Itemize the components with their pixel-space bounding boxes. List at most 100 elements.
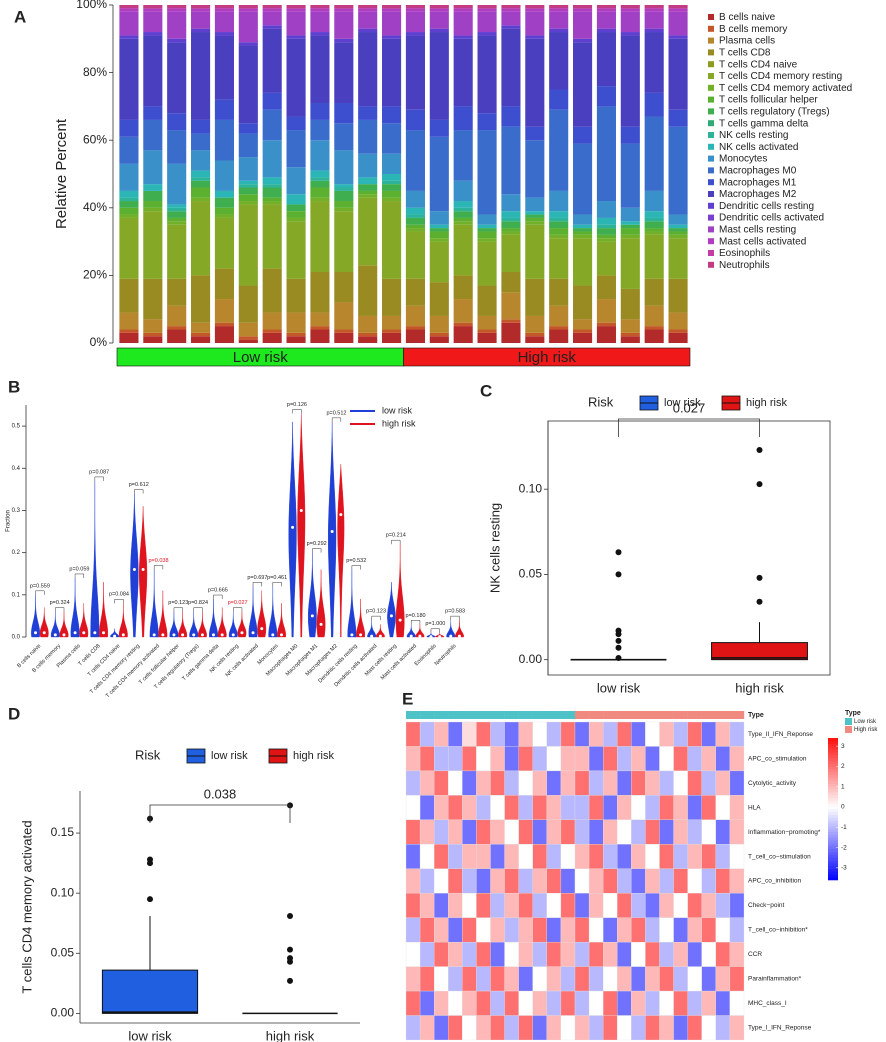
bar-segment	[334, 42, 354, 104]
legend-label: T cells CD4 memory activated	[719, 83, 852, 94]
x-tick-label: Neutrophils	[434, 643, 458, 667]
heatmap-cell	[659, 770, 674, 796]
bar-segment	[405, 329, 425, 343]
y-axis-title: NK cells resting	[487, 503, 502, 593]
bar-segment	[573, 329, 593, 333]
bar-segment	[382, 174, 402, 181]
heatmap-cell	[729, 746, 745, 772]
heatmap-cell	[729, 966, 745, 992]
heatmap-cell	[687, 868, 702, 894]
heatmap-cell	[518, 746, 533, 772]
bar-segment	[525, 224, 545, 279]
bar-segment	[167, 305, 187, 327]
bar-segment	[429, 32, 449, 120]
bar-segment	[477, 285, 497, 316]
violin-median	[299, 508, 303, 512]
colorbar-segment	[828, 746, 838, 750]
p-bracket	[213, 594, 223, 600]
risk-group-label: Low risk	[233, 349, 289, 366]
bar-segment	[214, 214, 234, 218]
bar-segment	[334, 123, 354, 151]
colorbar-segment	[828, 766, 838, 770]
bar-segment	[262, 8, 282, 12]
legend-swatch	[845, 718, 852, 725]
heatmap-cell	[617, 795, 632, 820]
heatmap-cell	[687, 819, 702, 845]
heatmap-cell	[490, 966, 505, 992]
row-label: Check−point	[748, 902, 785, 909]
bar-segment	[143, 336, 163, 343]
bar-segment	[668, 35, 688, 39]
bar-segment	[477, 130, 497, 215]
bar-segment	[477, 332, 497, 343]
bar-segment	[525, 211, 545, 215]
bar-segment	[405, 228, 425, 232]
bar-segment	[501, 221, 521, 229]
legend-label: NK cells resting	[719, 130, 788, 141]
bar-segment	[596, 322, 616, 327]
heatmap-cell	[504, 770, 519, 796]
bar-segment	[382, 123, 402, 154]
bar-segment	[620, 332, 640, 337]
bar-segment	[549, 326, 569, 330]
heatmap-cell	[532, 844, 547, 869]
colorbar-segment	[828, 777, 838, 781]
p-bracket	[173, 607, 183, 612]
p-value: p=0.665	[208, 587, 228, 593]
heatmap-cell	[701, 721, 716, 747]
bar-segment	[382, 5, 402, 9]
heatmap-cell	[715, 770, 731, 796]
bar-segment	[525, 11, 545, 36]
bar-segment	[238, 180, 258, 185]
bar-segment	[405, 207, 425, 215]
colorbar-segment	[828, 834, 838, 838]
violin-median	[398, 618, 402, 622]
heatmap-cell	[560, 966, 576, 992]
heatmap-cell	[476, 746, 491, 772]
bar-segment	[358, 11, 378, 29]
bar-segment	[167, 224, 187, 279]
legend-label: Dendritic cells activated	[719, 213, 824, 224]
bar-segment	[262, 187, 282, 198]
y-tick-label: 0%	[90, 335, 108, 349]
heatmap-cell	[631, 868, 646, 894]
violin-median	[378, 634, 382, 638]
outlier	[287, 946, 293, 953]
heatmap-cell	[405, 721, 421, 747]
type-annotation	[434, 711, 449, 719]
violin-median	[370, 634, 374, 638]
heatmap-cell	[645, 868, 660, 894]
heatmap-cell	[729, 942, 745, 967]
bar-segment	[119, 329, 139, 333]
bar-segment	[358, 332, 378, 337]
heatmap-cell	[673, 721, 688, 747]
heatmap-cell	[560, 868, 576, 894]
bar-segment	[573, 38, 593, 43]
heatmap-cell	[448, 990, 463, 1016]
bar-segment	[405, 231, 425, 279]
colorbar-segment	[828, 791, 838, 796]
bar-segment	[405, 35, 425, 110]
bar-segment	[477, 11, 497, 33]
y-tick-label: 20%	[83, 268, 107, 282]
heatmap-cell	[504, 746, 519, 772]
violin	[197, 611, 207, 638]
heatmap-cell	[405, 844, 421, 869]
bar-segment	[525, 197, 545, 212]
heatmap-cell	[462, 819, 477, 845]
heatmap-cell	[490, 917, 505, 943]
heatmap-cell	[673, 893, 688, 918]
heatmap-cell	[645, 1015, 660, 1041]
heatmap-cell	[490, 770, 505, 796]
bar-segment	[191, 177, 211, 181]
row-label: Inflammation−promoting*	[748, 829, 821, 836]
heatmap-cell	[687, 893, 702, 918]
bar-segment	[596, 28, 616, 33]
heatmap-cell	[617, 770, 632, 796]
bar-segment	[596, 228, 616, 235]
heatmap-cell	[574, 819, 590, 845]
legend-swatch	[708, 49, 714, 56]
heatmap-cell	[434, 795, 449, 820]
violin-median	[271, 633, 275, 637]
heatmap-cell	[448, 795, 463, 820]
